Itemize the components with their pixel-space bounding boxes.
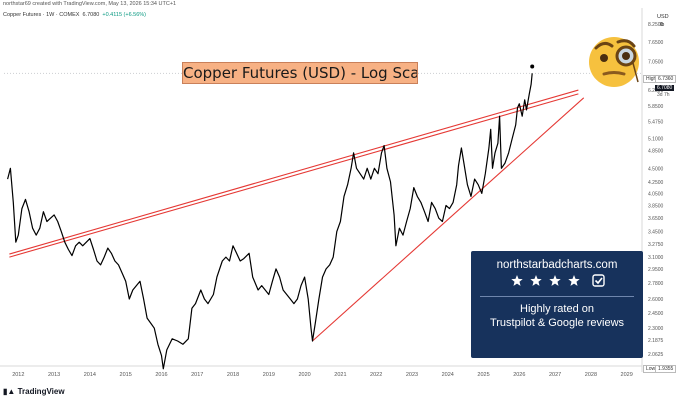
symbol-name[interactable]: Copper Futures · 1W · COMEX [3, 12, 80, 18]
y-tick-label-3: 6.2500 [648, 88, 664, 94]
y-tick-label-17: 2.7800 [648, 281, 664, 287]
y-tick-label-1: 7.6500 [648, 40, 664, 46]
marker-point-1 [530, 64, 535, 69]
created-by-text: northstar69 created with TradingView.com… [3, 1, 177, 7]
symbol-legend: Copper Futures · 1W · COMEX 6.7080 +0.41… [3, 12, 146, 18]
x-tick-label-0: 2012 [12, 372, 24, 378]
promo-url[interactable]: northstarbadcharts.com [496, 259, 618, 271]
price-line[interactable] [7, 73, 533, 370]
chart-title: Copper Futures (USD) - Log Scale [182, 62, 418, 84]
x-tick-label-11: 2023 [406, 372, 418, 378]
rating-stars [511, 274, 605, 287]
star-icon-2 [530, 275, 542, 286]
promo-divider [480, 296, 634, 297]
x-tick-label-13: 2025 [477, 372, 489, 378]
checkmark-icon [594, 277, 603, 285]
unit-label: lb [660, 22, 665, 28]
star-icon-4 [568, 275, 580, 286]
x-tick-label-8: 2020 [298, 372, 310, 378]
y-tick-label-22: 2.0625 [648, 352, 664, 358]
y-tick-label-13: 3.4500 [648, 230, 664, 236]
y-tick-label-18: 2.6000 [648, 297, 664, 303]
y-tick-label-6: 5.1000 [648, 136, 664, 142]
trendline-3[interactable] [312, 97, 585, 342]
x-tick-label-2: 2014 [84, 372, 96, 378]
trendline-2[interactable] [9, 89, 579, 255]
promo-line-1: Highly rated on [520, 303, 594, 315]
x-tick-label-7: 2019 [263, 372, 275, 378]
promo-card: northstarbadcharts.com Highly rated on T… [471, 251, 643, 358]
y-tick-label-16: 2.9500 [648, 267, 664, 273]
bar-countdown-text: 3d 7h [657, 92, 670, 98]
currency-label[interactable]: USD [657, 14, 669, 20]
low-price-tag: 1.9355 [655, 365, 677, 373]
x-tick-label-12: 2024 [442, 372, 454, 378]
y-tick-label-5: 5.4750 [648, 120, 664, 126]
last-price-tag: 6.7080 [655, 85, 675, 91]
promo-line-2: Trustpilot & Google reviews [489, 317, 625, 329]
y-tick-label-20: 2.3000 [648, 326, 664, 332]
change-text: +0.4115 (+6.56%) [102, 12, 146, 18]
y-tick-label-2: 7.0500 [648, 59, 664, 65]
x-tick-label-10: 2022 [370, 372, 382, 378]
x-tick-label-14: 2026 [513, 372, 525, 378]
y-tick-label-4: 5.8500 [648, 104, 664, 110]
checkbox-icon [592, 274, 605, 287]
x-tick-label-1: 2013 [48, 372, 60, 378]
x-tick-label-15: 2027 [549, 372, 561, 378]
star-icon-1 [511, 275, 523, 286]
last-value-text: 6.7080 [82, 12, 100, 18]
y-tick-label-12: 3.6500 [648, 216, 664, 222]
y-tick-label-14: 3.2750 [648, 242, 664, 248]
trendline-1[interactable] [9, 93, 579, 258]
y-tick-label-8: 4.5000 [648, 166, 664, 172]
x-tick-label-9: 2021 [334, 372, 346, 378]
x-tick-label-6: 2018 [227, 372, 239, 378]
y-tick-label-10: 4.0500 [648, 191, 664, 197]
tradingview-logo-icon: ▮▲ [3, 387, 16, 396]
x-tick-label-4: 2016 [155, 372, 167, 378]
x-tick-label-3: 2015 [120, 372, 132, 378]
y-tick-label-15: 3.1000 [648, 255, 664, 261]
star-icon-3 [549, 275, 561, 286]
y-tick-label-11: 3.8500 [648, 203, 664, 209]
x-tick-label-5: 2017 [191, 372, 203, 378]
x-tick-label-16: 2028 [585, 372, 597, 378]
y-tick-label-9: 4.2500 [648, 180, 664, 186]
tradingview-logo[interactable]: ▮▲ TradingView [3, 387, 65, 396]
x-tick-label-17: 2029 [621, 372, 633, 378]
y-tick-label-7: 4.8500 [648, 148, 664, 154]
tradingview-logo-text: TradingView [17, 387, 65, 396]
high-price-tag: 6.7360 [655, 75, 677, 83]
y-tick-label-21: 2.1875 [648, 338, 664, 344]
y-tick-label-0: 8.2500 [648, 22, 664, 28]
y-tick-label-19: 2.4500 [648, 311, 664, 317]
monocle-face-icon [584, 30, 644, 90]
